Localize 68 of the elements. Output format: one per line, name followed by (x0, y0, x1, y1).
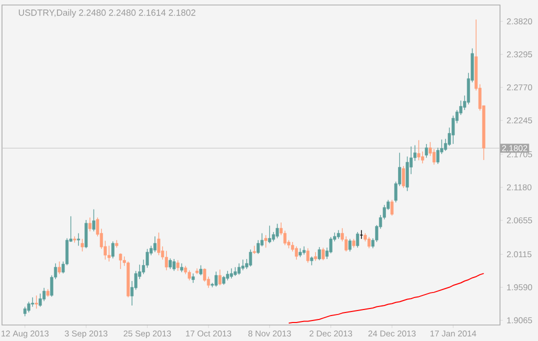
candlestick (80, 238, 84, 252)
candlestick (188, 270, 191, 281)
candlestick (264, 234, 268, 248)
x-tick-label: 3 Sep 2013 (64, 330, 108, 338)
candlestick (306, 248, 310, 264)
candlestick (172, 258, 176, 272)
candlestick (272, 232, 275, 242)
x-tick-label: 8 Nov 2013 (248, 330, 291, 337)
candlestick (218, 269, 222, 286)
candlestick (294, 246, 298, 260)
candlestick (344, 236, 348, 252)
y-tick-label: 1.9590 (507, 284, 532, 290)
candlestick (111, 241, 114, 259)
candlestick (390, 200, 394, 216)
y-tick-label: 2.0655 (506, 217, 532, 224)
y-tick-label: 2.2770 (506, 84, 532, 90)
candlestick (214, 271, 218, 288)
candlestick (268, 225, 272, 244)
candlestick (360, 230, 364, 240)
y-tick-label: 2.3820 (506, 18, 532, 24)
candlestick (168, 258, 172, 270)
y-tick-label: 2.0115 (506, 251, 532, 258)
candlestick (368, 236, 371, 249)
candlestick (23, 306, 26, 317)
candlestick (230, 268, 233, 279)
candlestick (108, 245, 111, 262)
candlestick (199, 264, 202, 276)
x-tick-label: 24 Dec 2013 (368, 330, 416, 337)
candlestick (356, 232, 360, 248)
candlestick (76, 232, 80, 246)
candlestick (432, 148, 436, 166)
candlestick (192, 273, 195, 284)
y-tick-label: 2.1180 (506, 184, 532, 190)
candlestick (84, 220, 88, 249)
candlestick (58, 261, 61, 274)
candlestick (436, 147, 440, 164)
x-tick-label: 2 Dec 2013 (310, 330, 352, 337)
y-tick-label: 2.3295 (506, 51, 532, 58)
x-tick-label: 12 Aug 2013 (2, 330, 49, 338)
candlestick (92, 208, 96, 232)
x-tick-label: 17 Jan 2014 (430, 330, 476, 337)
candlestick (348, 238, 352, 252)
candlestick (421, 151, 424, 164)
candlestick (402, 166, 405, 188)
candlestick (164, 250, 168, 271)
candlestick (119, 252, 122, 270)
candlestick (27, 301, 30, 313)
candlestick (322, 247, 325, 261)
candlestick (318, 246, 321, 261)
candlestick (417, 140, 420, 161)
x-tick-label: 17 Oct 2013 (186, 330, 232, 337)
candlestick (31, 296, 34, 308)
candlestick (176, 260, 180, 272)
candlestick (238, 263, 241, 276)
candlestick (249, 249, 252, 267)
candlestick (153, 236, 156, 252)
candlestick (276, 223, 279, 239)
ref-line-label: 2.1802 (502, 145, 528, 152)
candlestick (226, 270, 230, 281)
candlestick (34, 295, 38, 310)
x-tick-label: 25 Sep 2013 (124, 330, 171, 338)
candlestick (88, 217, 92, 232)
y-tick-label: 1.9065 (507, 317, 532, 324)
candlestick (424, 144, 428, 158)
y-tick-label: 2.2245 (506, 117, 532, 124)
chart-title: USDTRY,Daily 2.2480 2.2480 2.1614 2.1802 (18, 9, 196, 18)
candlestick (157, 232, 160, 256)
candlestick (241, 259, 244, 271)
